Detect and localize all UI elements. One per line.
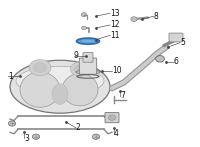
- Text: 4: 4: [114, 129, 119, 138]
- Text: 5: 5: [180, 38, 185, 47]
- Text: 1: 1: [8, 72, 13, 81]
- Circle shape: [70, 62, 90, 76]
- Text: 11: 11: [110, 31, 120, 40]
- Circle shape: [108, 115, 116, 120]
- Circle shape: [82, 26, 86, 30]
- Text: 3: 3: [24, 134, 29, 143]
- Text: 13: 13: [110, 9, 120, 18]
- Circle shape: [8, 121, 16, 126]
- Ellipse shape: [52, 84, 68, 104]
- Circle shape: [74, 65, 86, 73]
- Ellipse shape: [76, 70, 100, 74]
- Circle shape: [81, 13, 87, 17]
- FancyBboxPatch shape: [169, 33, 183, 42]
- Text: 7: 7: [120, 91, 125, 100]
- FancyBboxPatch shape: [83, 52, 93, 62]
- Ellipse shape: [80, 40, 96, 43]
- Text: 8: 8: [154, 12, 159, 21]
- Text: 10: 10: [112, 66, 122, 75]
- Circle shape: [92, 134, 100, 139]
- Circle shape: [156, 56, 164, 62]
- Circle shape: [32, 134, 40, 139]
- Text: 2: 2: [76, 123, 81, 132]
- Ellipse shape: [76, 38, 100, 44]
- Circle shape: [33, 63, 47, 72]
- Text: 6: 6: [174, 57, 179, 66]
- Circle shape: [131, 17, 137, 21]
- Text: 9: 9: [74, 51, 79, 60]
- Ellipse shape: [16, 66, 104, 95]
- Circle shape: [29, 60, 51, 76]
- FancyBboxPatch shape: [79, 58, 97, 74]
- Ellipse shape: [20, 72, 60, 107]
- Ellipse shape: [10, 60, 110, 113]
- Ellipse shape: [62, 74, 98, 106]
- Text: 12: 12: [110, 20, 120, 30]
- FancyBboxPatch shape: [105, 112, 119, 123]
